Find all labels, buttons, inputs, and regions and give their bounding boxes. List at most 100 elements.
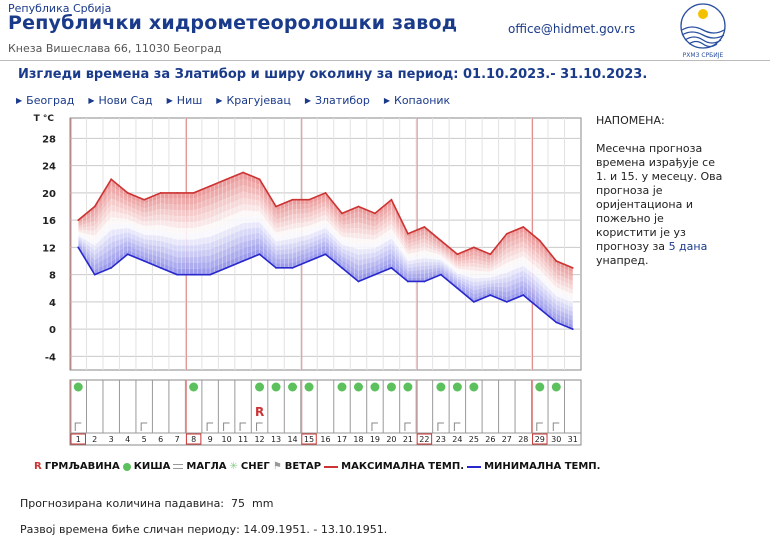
email-link[interactable]: office@hidmet.gov.rs — [508, 22, 636, 36]
nav-label: Златибор — [314, 94, 370, 107]
min-temp-point — [374, 273, 376, 276]
rain-icon — [73, 382, 83, 392]
note-link[interactable]: 5 дана — [668, 240, 708, 253]
x-tick-label: 19 — [370, 435, 380, 444]
play-arrow-icon: ▶ — [88, 96, 95, 105]
y-tick-label: 24 — [42, 162, 56, 173]
max-temp-point — [126, 192, 129, 194]
min-temp-point — [77, 246, 80, 249]
rain-icon — [337, 382, 347, 392]
week-day-box — [70, 433, 86, 445]
y-tick-label: 20 — [42, 189, 56, 200]
rain-icon — [386, 382, 396, 392]
rain-icon — [452, 382, 462, 392]
min-temp-point — [192, 273, 195, 276]
min-temp-point — [357, 280, 360, 283]
y-tick-label: 12 — [42, 243, 56, 254]
precipitation-amount: Прогнозирана количина падавина: 75 mm — [20, 497, 273, 510]
nav-item-beograd[interactable]: ▶ Београд — [16, 94, 74, 107]
city-nav: ▶ Београд ▶ Нови Сад ▶ Ниш ▶ Крагујевац ▶ Зла… — [16, 94, 450, 107]
min-temp-point — [505, 300, 508, 303]
rain-icon — [436, 382, 446, 392]
x-tick-label: 31 — [568, 435, 578, 444]
min-temp-point — [423, 280, 426, 283]
x-tick-label: 29 — [535, 435, 545, 444]
max-temp-point — [357, 205, 360, 208]
min-temp-point — [110, 266, 113, 269]
max-temp-point — [176, 192, 179, 194]
min-temp-point — [390, 266, 393, 269]
week-day-box — [185, 433, 202, 445]
rain-icon — [255, 382, 265, 392]
min-temp-point — [489, 294, 492, 296]
nav-label: Крагујевац — [226, 94, 291, 107]
week-day-box — [416, 433, 433, 445]
legend-rain: КИША — [133, 461, 171, 472]
min-temp-point — [258, 253, 261, 256]
min-temp-point — [324, 253, 327, 256]
x-tick-label: 21 — [403, 435, 413, 444]
nav-label: Београд — [26, 94, 75, 107]
precip-label: Прогнозирана количина падавина: — [20, 497, 225, 510]
x-tick-label: 25 — [469, 435, 479, 444]
min-temp-point — [225, 266, 228, 269]
min-temp-point — [522, 294, 525, 296]
max-temp-point — [489, 253, 492, 256]
max-temp-point — [456, 253, 459, 256]
note-text-after: унапред. — [596, 254, 649, 267]
x-tick-label: 18 — [353, 435, 363, 444]
x-tick-label: 24 — [452, 435, 462, 444]
x-tick-label: 4 — [125, 435, 130, 444]
x-tick-label: 2 — [92, 435, 97, 444]
x-tick-label: 3 — [109, 435, 114, 444]
max-temp-point — [93, 205, 96, 208]
note-text-before: Месечна прогноза времена израђује се 1. … — [596, 142, 723, 253]
x-tick-label: 14 — [287, 435, 297, 444]
x-tick-label: 20 — [386, 435, 396, 444]
min-temp-point — [242, 260, 244, 262]
max-temp-point — [505, 232, 508, 235]
max-temp-point — [571, 266, 574, 269]
chart-legend: R ГРМЉАВИНА КИША МАГЛА ✳ СНЕГ ⚑ ВЕТАР МАКСИ… — [34, 461, 600, 472]
precip-value: 75 — [231, 497, 246, 510]
max-temp-point — [472, 246, 475, 249]
nav-item-novi-sad[interactable]: ▶ Нови Сад — [88, 94, 152, 107]
x-tick-label: 16 — [320, 435, 330, 444]
nav-item-kopaonik[interactable]: ▶ Копаоник — [384, 94, 450, 107]
nav-item-zlatibor[interactable]: ▶ Златибор — [305, 94, 370, 107]
x-tick-label: 5 — [142, 435, 147, 444]
x-tick-label: 13 — [271, 435, 281, 444]
max-temp-point — [308, 198, 310, 201]
header-divider — [0, 60, 770, 61]
max-temp-point — [77, 219, 80, 222]
x-tick-label: 8 — [191, 435, 196, 444]
nav-label: Нови Сад — [98, 94, 153, 107]
legend-min: МИНИМАЛНА ТЕМП. — [484, 461, 601, 472]
min-temp-point — [472, 300, 475, 303]
max-temp-point — [423, 226, 426, 228]
min-temp-point — [291, 266, 294, 269]
x-tick-label: 11 — [238, 435, 248, 444]
min-temp-point — [209, 273, 212, 276]
min-temp-point — [93, 273, 96, 276]
y-tick-label: -4 — [45, 352, 56, 363]
wind-icon — [437, 422, 444, 431]
play-arrow-icon: ▶ — [383, 96, 391, 105]
wind-icon — [404, 422, 411, 431]
x-tick-label: 30 — [551, 435, 561, 444]
y-tick-label: 28 — [42, 134, 56, 145]
nav-item-kragujevac[interactable]: ▶ Крагујевац — [216, 94, 291, 107]
x-tick-label: 12 — [254, 435, 264, 444]
max-temp-point — [374, 212, 376, 215]
rain-icon — [370, 382, 380, 392]
y-tick-label: 0 — [49, 325, 56, 336]
min-temp-point — [571, 328, 574, 331]
y-tick-label: 16 — [42, 216, 56, 227]
weather-strip — [69, 379, 582, 446]
x-tick-label: 6 — [158, 435, 163, 444]
x-tick-label: 22 — [419, 435, 429, 444]
x-tick-label: 15 — [304, 435, 314, 444]
nav-item-nis[interactable]: ▶ Ниш — [167, 94, 203, 107]
min-temp-point — [126, 253, 129, 256]
